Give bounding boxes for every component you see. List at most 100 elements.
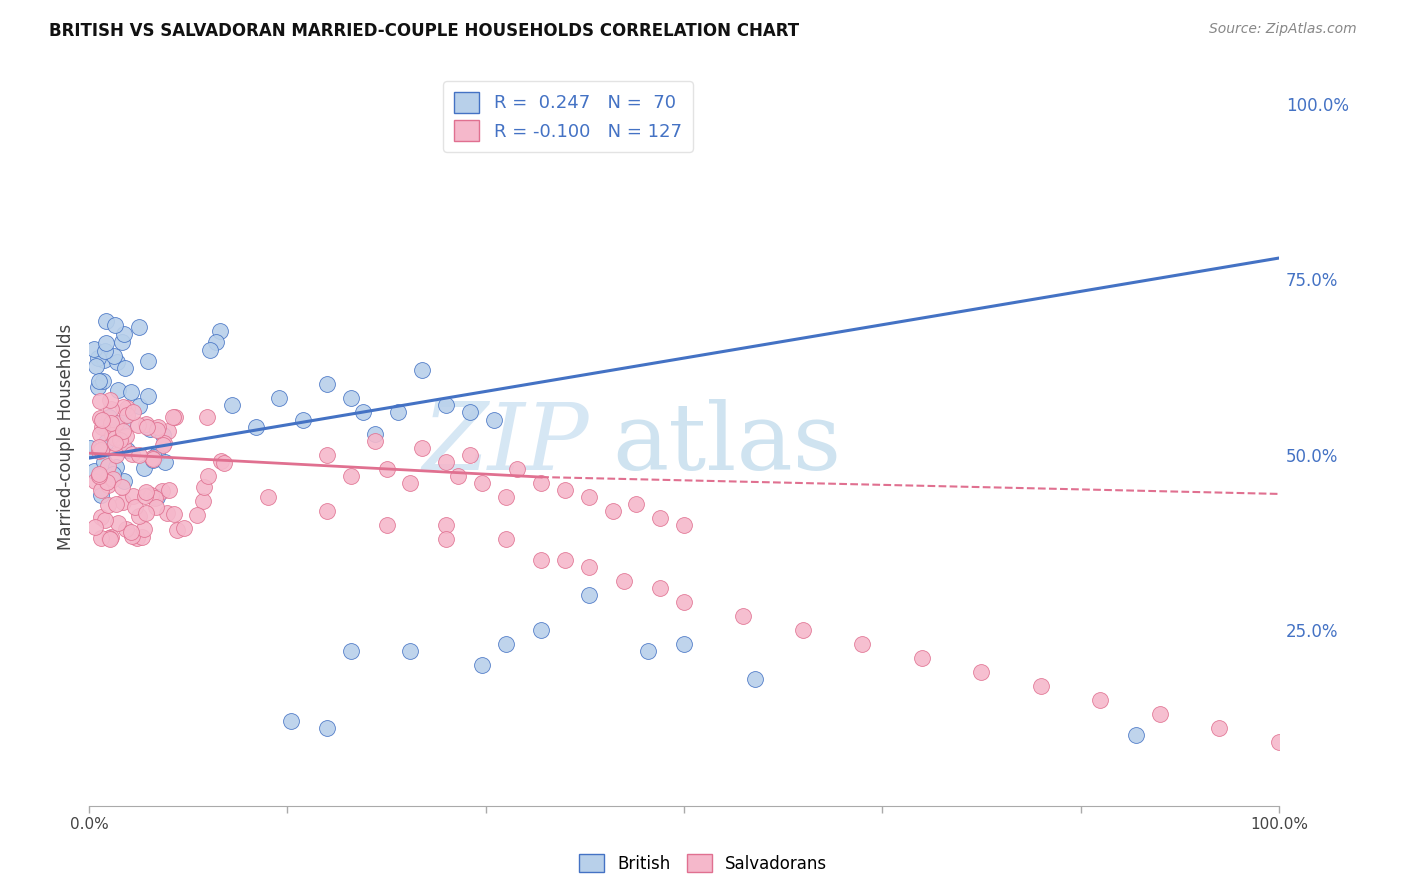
Point [733,609,755,624]
Point [115,428,138,442]
Point [103,349,125,363]
Point [114,327,136,342]
Point [471,475,494,490]
Point [150,483,173,498]
Point [214,456,236,470]
Y-axis label: Married-couple Households: Married-couple Households [58,324,75,550]
Point [79,442,101,456]
Point [105,460,128,475]
Point [98,531,121,545]
Point [90,510,112,524]
Point [87,380,110,394]
Point [602,504,624,518]
Point [104,436,127,450]
Point [316,722,339,736]
Point [672,517,695,532]
Point [142,450,165,464]
Point [89,393,111,408]
Point [411,441,433,455]
Point [101,428,124,442]
Point [108,433,131,447]
Point [495,637,517,651]
Text: Source: ZipAtlas.com: Source: ZipAtlas.com [1209,22,1357,37]
Point [269,392,291,406]
Point [98,532,121,546]
Point [121,447,143,461]
Point [94,420,117,434]
Point [115,401,138,415]
Point [100,530,122,544]
Point [97,498,120,512]
Point [434,399,457,413]
Point [98,409,121,424]
Point [375,517,398,532]
Point [316,377,339,392]
Point [111,439,134,453]
Point [111,495,134,509]
Point [352,405,374,419]
Point [156,506,179,520]
Point [530,475,553,490]
Point [96,475,118,489]
Point [128,448,150,462]
Point [90,488,112,502]
Point [100,393,122,408]
Point [94,314,117,328]
Point [152,428,174,442]
Point [626,497,648,511]
Point [94,336,117,351]
Point [104,497,127,511]
Point [120,384,142,399]
Point [1208,722,1230,736]
Point [193,493,215,508]
Legend: British, Salvadorans: British, Salvadorans [572,847,834,880]
Point [316,504,339,518]
Point [650,510,672,524]
Point [136,419,159,434]
Point [165,410,187,425]
Point [89,410,111,425]
Point [141,450,163,465]
Point [115,442,138,457]
Point [90,442,112,457]
Point [650,581,672,595]
Point [128,508,150,523]
Point [122,489,145,503]
Point [198,343,221,357]
Point [96,434,118,449]
Point [363,426,385,441]
Point [970,665,993,680]
Point [83,342,105,356]
Point [112,425,135,439]
Point [375,461,398,475]
Point [107,516,129,530]
Point [90,483,112,497]
Point [145,423,167,437]
Point [434,532,457,546]
Point [744,672,766,686]
Point [458,405,481,419]
Point [143,491,166,505]
Point [97,477,120,491]
Point [163,508,186,522]
Point [107,384,129,398]
Point [104,416,127,430]
Point [100,416,122,430]
Point [1029,679,1052,693]
Point [506,461,529,475]
Point [1090,693,1112,707]
Legend: R =  0.247   N =  70, R = -0.100   N = 127: R = 0.247 N = 70, R = -0.100 N = 127 [443,81,693,152]
Point [121,529,143,543]
Point [142,452,165,467]
Point [111,335,134,350]
Point [672,595,695,609]
Text: ZIP: ZIP [422,400,589,490]
Point [124,500,146,514]
Point [153,436,176,450]
Point [111,479,134,493]
Point [83,475,105,489]
Point [280,714,302,729]
Point [162,410,184,425]
Point [399,644,422,658]
Point [482,412,505,426]
